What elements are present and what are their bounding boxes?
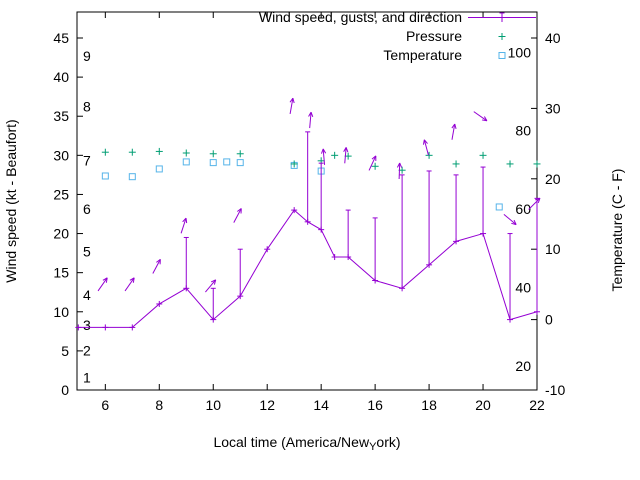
direction-arrow: [97, 277, 108, 292]
x-tick-label: 16: [367, 397, 383, 413]
temperature-marker: [209, 159, 217, 167]
beaufort-label: 3: [83, 317, 91, 333]
wind-series: [75, 131, 540, 331]
direction-arrow: [528, 197, 541, 210]
direction-arrow: [180, 217, 187, 234]
wind-direction-arrows: [97, 97, 541, 293]
temperature-marker: [182, 158, 190, 166]
fahrenheit-label: 20: [515, 358, 531, 374]
fahrenheit-label: 80: [515, 123, 531, 139]
legend-sample-temperature: [498, 52, 506, 59]
y2-tick-label: 0: [545, 312, 553, 328]
x-axis-title-prefix: Local time (America/New: [213, 434, 369, 450]
x-axis: 6 8 10 12 14 16 18 20 22: [101, 12, 545, 413]
direction-arrow: [309, 112, 312, 129]
direction-arrow: [344, 147, 347, 164]
x-tick-label: 10: [205, 397, 221, 413]
legend-label-wind: Wind speed, gusts, and direction: [259, 9, 462, 25]
plot-border: [76, 11, 538, 391]
beaufort-label: 7: [83, 153, 91, 169]
beaufort-label: 4: [83, 287, 91, 303]
x-axis-title-subscript: Y: [369, 441, 377, 453]
direction-arrow: [473, 111, 488, 122]
temperature-marker: [236, 159, 244, 167]
x-axis-title-suffix: ork): [376, 434, 400, 450]
direction-arrow: [205, 279, 217, 293]
y2-tick-label: -10: [545, 382, 565, 398]
y2-tick-label: 40: [545, 30, 561, 46]
y2-axis-title: Temperature (C - F): [609, 169, 625, 292]
direction-arrow: [503, 213, 517, 226]
y-tick-label: 5: [61, 343, 69, 359]
direction-arrow: [322, 148, 326, 165]
y-tick-label: 40: [53, 69, 69, 85]
direction-arrow: [152, 259, 161, 274]
direction-arrow: [289, 98, 294, 115]
y-tick-label: 35: [53, 108, 69, 124]
direction-arrow: [398, 162, 401, 179]
y-axis-title: Wind speed (kt - Beaufort): [3, 119, 19, 282]
y-tick-label: 20: [53, 226, 69, 242]
temperature-series: [101, 158, 503, 211]
y-tick-label: 25: [53, 186, 69, 202]
x-tick-label: 22: [529, 397, 545, 413]
temperature-marker: [101, 172, 109, 180]
direction-arrow: [423, 139, 429, 156]
plot-area: 6 8 10 12 14 16 18 20 22051015202530354045-10010…: [53, 11, 565, 413]
direction-arrow: [233, 208, 242, 223]
temperature-marker: [223, 158, 231, 166]
x-axis-title: Local time (America/NewYork): [213, 434, 400, 453]
temperature-marker: [128, 173, 136, 181]
legend-label-temperature: Temperature: [383, 47, 462, 63]
beaufort-label: 1: [83, 369, 91, 385]
x-tick-label: 6: [101, 397, 109, 413]
y2-tick-label: 10: [545, 241, 561, 257]
beaufort-label: 2: [83, 343, 91, 359]
wind-speed-line: [78, 209, 538, 328]
fahrenheit-scale-labels: 20 40 60 80 100: [508, 44, 532, 373]
y-tick-label: 0: [61, 382, 69, 398]
beaufort-label: 8: [83, 99, 91, 115]
direction-arrow: [451, 123, 456, 140]
y2-axis: -10 0 10 20 30 40: [531, 30, 565, 398]
beaufort-label: 9: [83, 48, 91, 64]
legend-samples: [468, 12, 536, 59]
legend-sample-pressure: [498, 33, 506, 40]
beaufort-scale-labels: 1 2 3 4 5 6 7 8 9: [83, 48, 91, 385]
legend-label-pressure: Pressure: [406, 28, 462, 44]
y2-tick-label: 30: [545, 100, 561, 116]
y-tick-label: 45: [53, 30, 69, 46]
y-axis: 0 5 10 15 20 25 30 35 40 45: [53, 30, 83, 398]
x-tick-label: 14: [313, 397, 329, 413]
y-tick-label: 10: [53, 304, 69, 320]
y-tick-label: 15: [53, 265, 69, 281]
y2-tick-label: 20: [545, 171, 561, 187]
direction-arrow: [368, 155, 377, 171]
fahrenheit-label: 40: [515, 280, 531, 296]
fahrenheit-label: 60: [515, 201, 531, 217]
beaufort-label: 6: [83, 201, 91, 217]
direction-arrow: [124, 277, 135, 292]
x-tick-label: 12: [259, 397, 275, 413]
x-tick-label: 20: [475, 397, 491, 413]
fahrenheit-label: 100: [508, 44, 532, 60]
beaufort-label: 5: [83, 243, 91, 259]
temperature-marker: [495, 203, 503, 211]
x-tick-label: 8: [155, 397, 163, 413]
temperature-marker: [155, 165, 163, 173]
x-tick-label: 18: [421, 397, 437, 413]
pressure-series: [101, 147, 541, 174]
y-tick-label: 30: [53, 147, 69, 163]
